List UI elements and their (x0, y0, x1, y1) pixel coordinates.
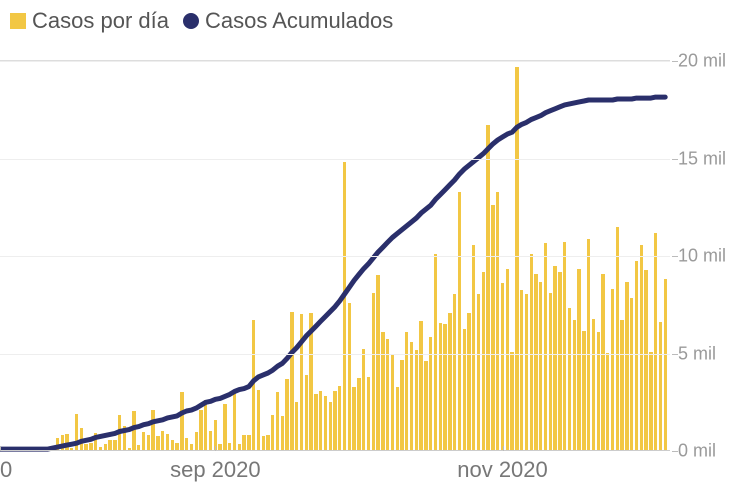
legend-swatch-circle (183, 13, 199, 29)
x-axis-label: sep 2020 (170, 457, 261, 483)
x-tick (0, 446, 1, 451)
grid-line (0, 256, 670, 257)
y-axis-label: 5 mil (678, 343, 744, 364)
grid-line (0, 159, 670, 160)
cases-chart: Casos por díaCasos Acumulados 0 mil5 mil… (0, 0, 750, 500)
y-axis-label: 15 mil (678, 148, 744, 169)
y-axis-label: 10 mil (678, 246, 744, 267)
x-axis: 20sep 2020nov 2020 (0, 450, 670, 451)
grid-line (0, 61, 670, 62)
x-axis-label: 20 (0, 457, 12, 483)
x-tick (503, 446, 504, 451)
legend: Casos por día Casos Acumulados (10, 8, 393, 34)
cumulative-cases-line (0, 97, 665, 449)
legend-swatch-square (10, 13, 26, 29)
legend-label: Casos por día (32, 8, 169, 34)
y-axis-label: 0 mil (678, 441, 744, 462)
plot-area: 0 mil5 mil10 mil15 mil20 mil (0, 60, 670, 451)
grid-line (0, 354, 670, 355)
legend-item-0: Casos por día (10, 8, 169, 34)
x-tick (215, 446, 216, 451)
legend-label: Casos Acumulados (205, 8, 393, 34)
x-axis-label: nov 2020 (457, 457, 548, 483)
legend-item-1: Casos Acumulados (183, 8, 393, 34)
y-axis-label: 20 mil (678, 51, 744, 72)
